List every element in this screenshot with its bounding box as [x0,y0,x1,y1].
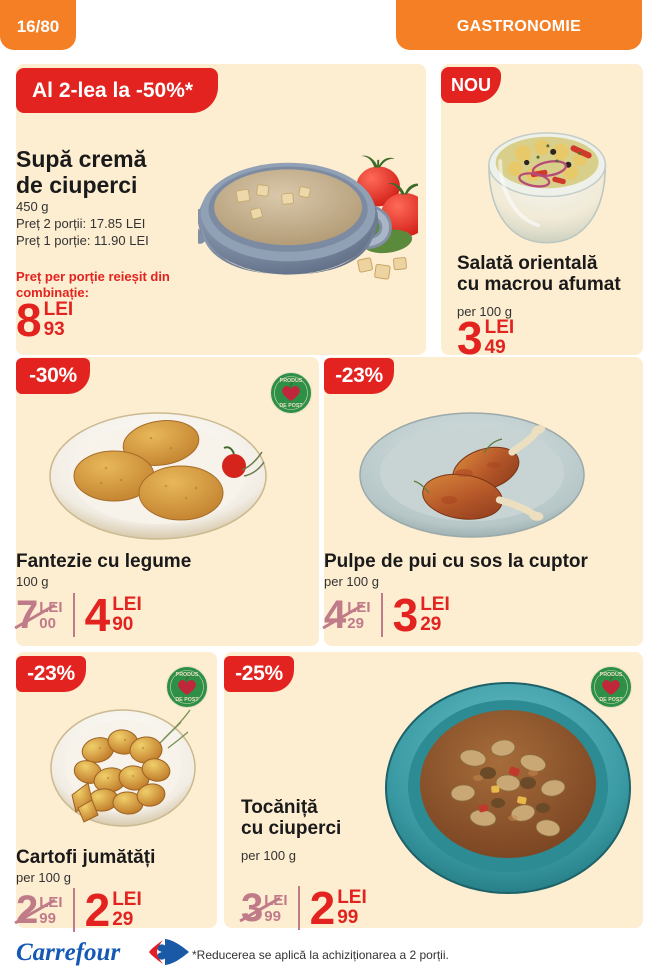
svg-text:PRODUS: PRODUS [176,672,199,678]
svg-text:PRODUS: PRODUS [280,378,303,384]
svg-text:DE POST: DE POST [279,403,303,409]
